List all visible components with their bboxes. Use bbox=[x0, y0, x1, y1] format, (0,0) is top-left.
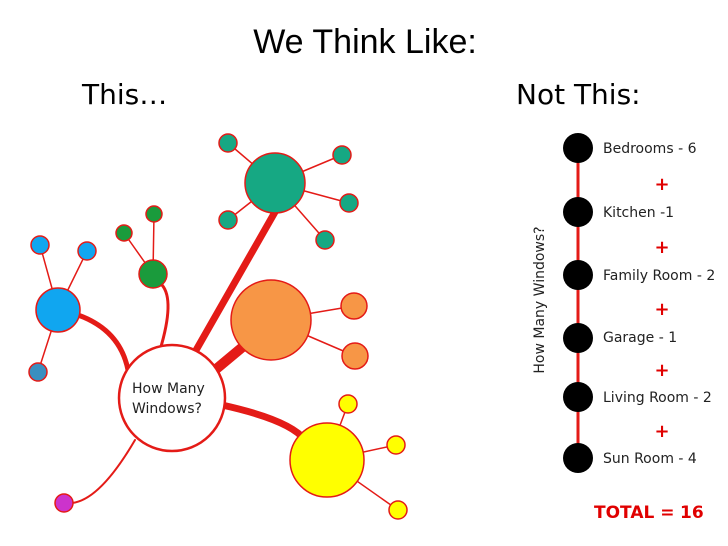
item: Bedrooms - 6 bbox=[603, 141, 697, 157]
plus: + bbox=[654, 174, 669, 195]
plus: + bbox=[654, 237, 669, 258]
center-node-label: How Many bbox=[132, 381, 205, 397]
total-value: 16 bbox=[680, 503, 704, 523]
plus: + bbox=[654, 360, 669, 381]
mind-map: How Many Windows? bbox=[28, 133, 408, 520]
right-heading: Not This: bbox=[516, 78, 641, 111]
item: Living Room - 2 bbox=[603, 390, 712, 406]
item: Sun Room - 4 bbox=[603, 451, 697, 467]
left-heading: This… bbox=[81, 78, 167, 111]
title: We Think Like: bbox=[253, 23, 477, 61]
plus: + bbox=[654, 299, 669, 320]
total-label: TOTAL = bbox=[594, 503, 674, 523]
item: Garage - 1 bbox=[603, 330, 677, 346]
axis-label: How Many Windows? bbox=[532, 226, 548, 373]
plus: + bbox=[654, 421, 669, 442]
list: How Many Windows? Bedrooms - 6 Kitchen -… bbox=[532, 133, 715, 523]
item: Kitchen -1 bbox=[603, 205, 674, 221]
item: Family Room - 2 bbox=[603, 268, 715, 284]
center-node-label: Windows? bbox=[132, 401, 202, 417]
